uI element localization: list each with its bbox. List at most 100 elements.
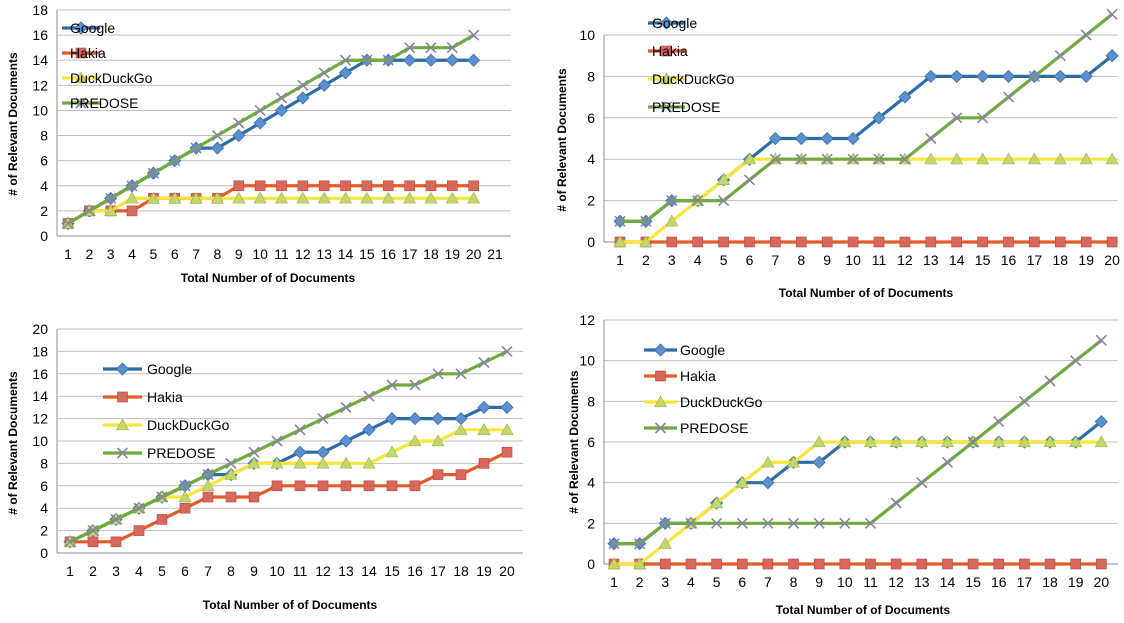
data-point-predose bbox=[409, 379, 421, 391]
data-point-duckduckgo bbox=[317, 191, 331, 204]
x-tick-label: 17 bbox=[402, 246, 418, 262]
x-tick-label: 11 bbox=[274, 246, 289, 262]
data-point-predose bbox=[847, 153, 859, 165]
data-point-hakia bbox=[1106, 236, 1118, 248]
data-point-predose bbox=[363, 390, 375, 402]
x-tick-label: 3 bbox=[661, 574, 669, 590]
data-point-hakia bbox=[873, 236, 885, 248]
y-tick-label: 2 bbox=[587, 515, 595, 531]
x-tick-label: 17 bbox=[1027, 252, 1043, 268]
data-point-google bbox=[232, 128, 246, 143]
x-tick-label: 18 bbox=[1042, 574, 1058, 590]
data-point-duckduckgo bbox=[1069, 435, 1083, 448]
data-point-predose bbox=[317, 413, 329, 425]
data-point-predose bbox=[425, 42, 437, 54]
data-point-predose bbox=[254, 104, 266, 117]
data-point-hakia bbox=[425, 180, 437, 192]
x-tick-label: 5 bbox=[720, 252, 728, 268]
data-point-predose bbox=[634, 538, 646, 550]
data-point-google bbox=[898, 90, 912, 104]
data-point-predose bbox=[110, 513, 122, 525]
data-point-duckduckgo bbox=[189, 191, 203, 204]
y-tick-label: 14 bbox=[32, 52, 48, 68]
data-point-google bbox=[477, 400, 491, 414]
data-point-google bbox=[812, 455, 826, 469]
x-tick-label: 2 bbox=[85, 246, 93, 262]
data-point-duckduckgo bbox=[889, 435, 903, 448]
data-point-hakia bbox=[711, 558, 722, 570]
y-tick-label: 8 bbox=[40, 128, 48, 144]
data-point-predose bbox=[659, 517, 671, 529]
data-point-google bbox=[408, 412, 422, 426]
data-point-predose bbox=[890, 497, 902, 509]
data-point-hakia bbox=[225, 491, 237, 503]
data-point-hakia bbox=[770, 236, 781, 248]
data-point-google bbox=[296, 91, 310, 105]
x-tick-label: 12 bbox=[888, 574, 904, 590]
data-point-hakia bbox=[126, 205, 138, 217]
x-tick-label: 4 bbox=[135, 563, 143, 579]
y-tick-label: 6 bbox=[40, 153, 48, 169]
data-point-predose bbox=[839, 517, 851, 529]
data-point-predose bbox=[666, 195, 678, 207]
data-point-hakia bbox=[478, 458, 490, 469]
x-tick-label: 19 bbox=[1078, 252, 1094, 268]
data-point-predose bbox=[1044, 375, 1056, 387]
data-point-duckduckgo bbox=[270, 456, 284, 469]
data-point-hakia bbox=[271, 480, 283, 492]
legend-marker bbox=[116, 447, 129, 459]
data-point-predose bbox=[685, 517, 697, 529]
x-tick-label: 18 bbox=[1053, 252, 1069, 268]
data-point-google bbox=[1001, 69, 1016, 83]
data-point-google bbox=[872, 111, 886, 125]
data-point-hakia bbox=[890, 558, 902, 570]
data-point-duckduckgo bbox=[924, 152, 938, 165]
legend-label: PREDOSE bbox=[680, 420, 748, 436]
data-point-google bbox=[424, 53, 438, 67]
x-tick-label: 3 bbox=[107, 246, 115, 262]
data-point-predose bbox=[340, 401, 352, 413]
data-point-duckduckgo bbox=[477, 423, 491, 435]
x-tick-label: 10 bbox=[269, 563, 285, 579]
data-point-duckduckgo bbox=[1017, 435, 1031, 448]
data-point-hakia bbox=[233, 180, 245, 192]
data-point-google bbox=[820, 131, 834, 146]
y-tick-label: 16 bbox=[32, 366, 48, 382]
data-point-predose bbox=[83, 205, 95, 217]
y-tick-label: 2 bbox=[40, 523, 48, 539]
data-point-predose bbox=[736, 517, 748, 529]
data-point-predose bbox=[993, 416, 1005, 428]
data-point-google bbox=[454, 412, 468, 426]
data-point-predose bbox=[967, 436, 979, 448]
data-point-duckduckgo bbox=[431, 434, 445, 447]
data-point-predose bbox=[382, 54, 394, 66]
data-point-duckduckgo bbox=[1043, 435, 1057, 448]
legend: Google Hakia DuckDuckGo PREDOSE bbox=[648, 15, 735, 115]
legend-label: Hakia bbox=[70, 45, 106, 61]
x-tick-label: 8 bbox=[797, 252, 805, 268]
data-point-hakia bbox=[942, 558, 953, 570]
data-point-duckduckgo bbox=[1001, 152, 1016, 165]
data-point-google bbox=[253, 116, 267, 130]
x-tick-label: 4 bbox=[687, 574, 695, 590]
x-tick-label: 6 bbox=[171, 246, 179, 262]
data-point-hakia bbox=[254, 180, 266, 192]
x-tick-label: 8 bbox=[214, 246, 222, 262]
legend-label: DuckDuckGo bbox=[70, 70, 153, 86]
legend-marker bbox=[659, 16, 674, 30]
data-point-duckduckgo bbox=[424, 191, 438, 204]
data-point-hakia bbox=[718, 236, 729, 248]
data-point-hakia bbox=[468, 180, 479, 192]
data-point-predose bbox=[821, 153, 833, 165]
data-point-predose bbox=[297, 79, 309, 91]
x-axis-title: Total Number of of Documents bbox=[203, 598, 378, 612]
data-point-google bbox=[500, 400, 514, 414]
legend-label: Google bbox=[147, 361, 192, 377]
data-point-predose bbox=[977, 112, 989, 124]
data-point-duckduckgo bbox=[613, 235, 627, 248]
data-point-hakia bbox=[297, 180, 309, 192]
data-point-duckduckgo bbox=[1053, 152, 1067, 165]
data-point-google bbox=[210, 141, 225, 155]
data-point-duckduckgo bbox=[403, 191, 417, 204]
x-tick-label: 17 bbox=[1017, 574, 1033, 590]
